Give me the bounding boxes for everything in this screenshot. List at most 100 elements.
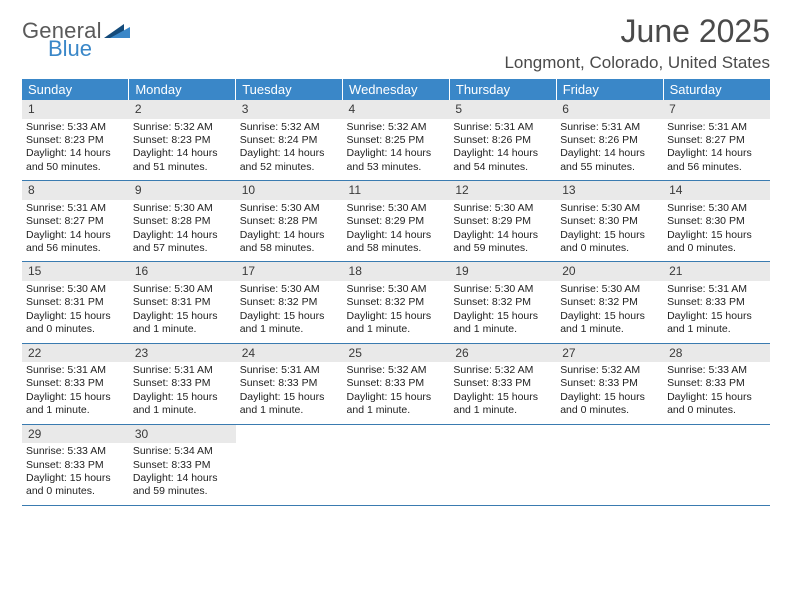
sunrise-text: Sunrise: 5:30 AM	[667, 202, 766, 215]
day-header: Friday	[556, 79, 663, 100]
sunset-text: Sunset: 8:29 PM	[347, 215, 446, 228]
day-number: 12	[449, 181, 556, 199]
day-body: Sunrise: 5:33 AMSunset: 8:23 PMDaylight:…	[22, 119, 129, 181]
day-cell: 7Sunrise: 5:31 AMSunset: 8:27 PMDaylight…	[663, 100, 770, 181]
day-body: Sunrise: 5:30 AMSunset: 8:32 PMDaylight:…	[343, 281, 450, 343]
sunrise-text: Sunrise: 5:30 AM	[26, 283, 125, 296]
day-cell: 4Sunrise: 5:32 AMSunset: 8:25 PMDaylight…	[343, 100, 450, 181]
daylight-text: Daylight: 14 hours and 55 minutes.	[560, 147, 659, 174]
sunset-text: Sunset: 8:23 PM	[133, 134, 232, 147]
day-number: 13	[556, 181, 663, 199]
day-body: Sunrise: 5:32 AMSunset: 8:33 PMDaylight:…	[449, 362, 556, 424]
month-title: June 2025	[504, 14, 770, 49]
day-cell: 14 Sunrise: 5:30 AMSunset: 8:30 PMDayligh…	[663, 181, 770, 262]
day-number: 2	[129, 100, 236, 118]
daylight-text: Daylight: 15 hours and 1 minute.	[560, 310, 659, 337]
sunset-text: Sunset: 8:27 PM	[667, 134, 766, 147]
daylight-text: Daylight: 15 hours and 0 minutes.	[26, 472, 125, 499]
sunset-text: Sunset: 8:28 PM	[240, 215, 339, 228]
day-body: Sunrise: 5:32 AMSunset: 8:24 PMDaylight:…	[236, 119, 343, 181]
sunset-text: Sunset: 8:32 PM	[240, 296, 339, 309]
day-body: Sunrise: 5:30 AMSunset: 8:31 PMDaylight:…	[22, 281, 129, 343]
day-body: Sunrise: 5:31 AMSunset: 8:33 PMDaylight:…	[22, 362, 129, 424]
day-number: 3	[236, 100, 343, 118]
day-cell	[556, 424, 663, 505]
day-cell: 21Sunrise: 5:31 AMSunset: 8:33 PMDayligh…	[663, 262, 770, 343]
daylight-text: Daylight: 14 hours and 56 minutes.	[26, 229, 125, 256]
day-body: Sunrise: 5:31 AMSunset: 8:33 PMDaylight:…	[236, 362, 343, 424]
sunrise-text: Sunrise: 5:30 AM	[453, 202, 552, 215]
week-row: 15Sunrise: 5:30 AMSunset: 8:31 PMDayligh…	[22, 262, 770, 343]
day-number: 10	[236, 181, 343, 199]
day-number: 28	[663, 344, 770, 362]
day-number: 14	[663, 181, 770, 199]
day-number: 29	[22, 425, 129, 443]
day-header: Tuesday	[236, 79, 343, 100]
day-cell: 6Sunrise: 5:31 AMSunset: 8:26 PMDaylight…	[556, 100, 663, 181]
daylight-text: Daylight: 14 hours and 56 minutes.	[667, 147, 766, 174]
sunrise-text: Sunrise: 5:32 AM	[347, 364, 446, 377]
week-row: 29Sunrise: 5:33 AMSunset: 8:33 PMDayligh…	[22, 424, 770, 505]
day-cell: 5Sunrise: 5:31 AMSunset: 8:26 PMDaylight…	[449, 100, 556, 181]
day-body: Sunrise: 5:32 AMSunset: 8:33 PMDaylight:…	[556, 362, 663, 424]
sunset-text: Sunset: 8:27 PM	[26, 215, 125, 228]
day-number: 30	[129, 425, 236, 443]
sunset-text: Sunset: 8:23 PM	[26, 134, 125, 147]
day-body: Sunrise: 5:30 AMSunset: 8:32 PMDaylight:…	[236, 281, 343, 343]
day-cell: 20Sunrise: 5:30 AMSunset: 8:32 PMDayligh…	[556, 262, 663, 343]
daylight-text: Daylight: 15 hours and 1 minute.	[453, 310, 552, 337]
day-cell	[663, 424, 770, 505]
sunrise-text: Sunrise: 5:31 AM	[667, 121, 766, 134]
daylight-text: Daylight: 15 hours and 0 minutes.	[667, 391, 766, 418]
daylight-text: Daylight: 15 hours and 1 minute.	[133, 391, 232, 418]
sunset-text: Sunset: 8:24 PM	[240, 134, 339, 147]
sunset-text: Sunset: 8:33 PM	[26, 459, 125, 472]
daylight-text: Daylight: 14 hours and 58 minutes.	[347, 229, 446, 256]
day-cell: 17Sunrise: 5:30 AMSunset: 8:32 PMDayligh…	[236, 262, 343, 343]
sunset-text: Sunset: 8:26 PM	[560, 134, 659, 147]
day-cell: 15Sunrise: 5:30 AMSunset: 8:31 PMDayligh…	[22, 262, 129, 343]
day-number: 18	[343, 262, 450, 280]
day-cell: 3Sunrise: 5:32 AMSunset: 8:24 PMDaylight…	[236, 100, 343, 181]
day-number: 22	[22, 344, 129, 362]
sunset-text: Sunset: 8:30 PM	[560, 215, 659, 228]
day-cell: 24Sunrise: 5:31 AMSunset: 8:33 PMDayligh…	[236, 343, 343, 424]
sunset-text: Sunset: 8:33 PM	[133, 459, 232, 472]
daylight-text: Daylight: 15 hours and 0 minutes.	[667, 229, 766, 256]
sunrise-text: Sunrise: 5:30 AM	[347, 202, 446, 215]
day-cell: 2Sunrise: 5:32 AMSunset: 8:23 PMDaylight…	[129, 100, 236, 181]
day-body: Sunrise: 5:30 AMSunset: 8:31 PMDaylight:…	[129, 281, 236, 343]
sunrise-text: Sunrise: 5:31 AM	[240, 364, 339, 377]
sunset-text: Sunset: 8:28 PM	[133, 215, 232, 228]
day-body: Sunrise: 5:30 AMSunset: 8:29 PMDaylight:…	[449, 200, 556, 262]
day-body: Sunrise: 5:33 AMSunset: 8:33 PMDaylight:…	[22, 443, 129, 505]
title-block: June 2025 Longmont, Colorado, United Sta…	[504, 14, 770, 73]
sunset-text: Sunset: 8:31 PM	[133, 296, 232, 309]
daylight-text: Daylight: 15 hours and 1 minute.	[667, 310, 766, 337]
day-cell: 22Sunrise: 5:31 AMSunset: 8:33 PMDayligh…	[22, 343, 129, 424]
daylight-text: Daylight: 15 hours and 1 minute.	[133, 310, 232, 337]
sunset-text: Sunset: 8:31 PM	[26, 296, 125, 309]
week-row: 22Sunrise: 5:31 AMSunset: 8:33 PMDayligh…	[22, 343, 770, 424]
sunset-text: Sunset: 8:30 PM	[667, 215, 766, 228]
sunrise-text: Sunrise: 5:32 AM	[453, 364, 552, 377]
day-body: Sunrise: 5:30 AMSunset: 8:29 PMDaylight:…	[343, 200, 450, 262]
day-number: 4	[343, 100, 450, 118]
daylight-text: Daylight: 14 hours and 52 minutes.	[240, 147, 339, 174]
daylight-text: Daylight: 15 hours and 1 minute.	[240, 391, 339, 418]
sunrise-text: Sunrise: 5:30 AM	[240, 283, 339, 296]
day-cell: 1Sunrise: 5:33 AMSunset: 8:23 PMDaylight…	[22, 100, 129, 181]
calendar-body: 1Sunrise: 5:33 AMSunset: 8:23 PMDaylight…	[22, 100, 770, 505]
day-cell: 19Sunrise: 5:30 AMSunset: 8:32 PMDayligh…	[449, 262, 556, 343]
day-number: 15	[22, 262, 129, 280]
sunrise-text: Sunrise: 5:33 AM	[667, 364, 766, 377]
day-number: 5	[449, 100, 556, 118]
sunset-text: Sunset: 8:32 PM	[347, 296, 446, 309]
day-cell: 29Sunrise: 5:33 AMSunset: 8:33 PMDayligh…	[22, 424, 129, 505]
sunset-text: Sunset: 8:33 PM	[667, 377, 766, 390]
daylight-text: Daylight: 15 hours and 1 minute.	[453, 391, 552, 418]
day-header: Saturday	[663, 79, 770, 100]
daylight-text: Daylight: 15 hours and 0 minutes.	[560, 229, 659, 256]
day-body: Sunrise: 5:30 AMSunset: 8:28 PMDaylight:…	[236, 200, 343, 262]
sunrise-text: Sunrise: 5:31 AM	[26, 364, 125, 377]
